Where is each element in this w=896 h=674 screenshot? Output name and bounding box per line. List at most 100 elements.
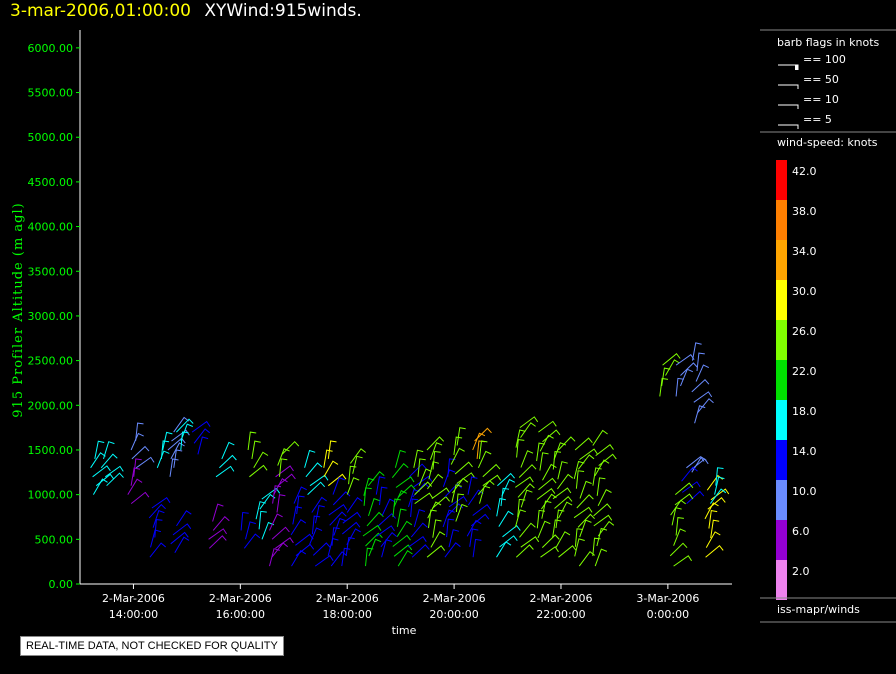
wind-barb [311, 496, 327, 513]
wind-profile [413, 449, 434, 505]
wind-barb [593, 503, 612, 517]
wind-barb [594, 459, 610, 476]
x-tick-date: 2-Mar-2006 [316, 592, 379, 605]
wind-profile [450, 427, 476, 522]
wind-barb [426, 473, 444, 490]
wind-profile [681, 466, 705, 504]
barb-flag-icon [795, 65, 798, 70]
wind-barb [349, 448, 367, 464]
wind-barb [103, 441, 115, 460]
speed-scale-label: 42.0 [792, 165, 817, 178]
wind-barb [474, 427, 492, 442]
speed-color-swatch [776, 400, 787, 440]
wind-barb [345, 537, 355, 556]
x-tick-time: 18:00:00 [323, 608, 372, 621]
wind-barb [477, 450, 492, 469]
wind-barb [675, 517, 684, 536]
speed-color-swatch [776, 160, 787, 200]
wind-barb [379, 486, 388, 506]
wind-barb [329, 511, 347, 526]
wind-barb [396, 508, 407, 527]
speed-scale-label: 26.0 [792, 325, 817, 338]
barb-legend-icon [778, 104, 799, 109]
wind-barb [515, 544, 534, 558]
wind-profile [100, 441, 124, 487]
wind-barb [442, 509, 455, 528]
wind-barb [597, 489, 612, 507]
wind-barb [100, 453, 118, 469]
wind-barb [442, 469, 456, 487]
wind-barb [539, 452, 549, 471]
wind-barb [377, 513, 396, 527]
speed-scale-label: 34.0 [792, 245, 817, 258]
wind-barb [160, 440, 170, 459]
wind-barb [455, 503, 468, 522]
barb-legend-label: == 50 [803, 73, 839, 86]
x-tick-time: 16:00:00 [216, 608, 265, 621]
wind-barb [127, 478, 143, 495]
wind-barb [381, 498, 396, 516]
wind-barb [574, 528, 584, 547]
x-axis-label: time [392, 624, 417, 637]
wind-barb [432, 450, 441, 470]
wind-barb [673, 555, 693, 567]
wind-barb [215, 465, 235, 478]
wind-barb [707, 496, 726, 510]
wind-barb [675, 377, 684, 397]
wind-barb [690, 458, 709, 471]
wind-barb [450, 447, 465, 465]
wind-barb [258, 510, 267, 530]
wind-profile [536, 420, 561, 558]
wind-barb [331, 527, 340, 546]
wind-barb [694, 405, 706, 424]
wind-barb [410, 522, 428, 538]
wind-barb [577, 513, 595, 528]
wind-barb [516, 439, 525, 458]
wind-barb [212, 503, 224, 522]
wind-barb [193, 428, 211, 444]
wind-barb [596, 477, 606, 496]
wind-barb [365, 532, 383, 547]
wind-barb [444, 542, 461, 558]
wind-barb [665, 359, 680, 376]
chart-header: 3-mar-2006,01:00:00 XYWind:915winds. [10, 1, 362, 21]
wind-profile [208, 503, 230, 549]
wind-barb [327, 440, 337, 459]
y-tick-label: 3500.00 [28, 265, 74, 278]
wind-profile [170, 510, 192, 553]
wind-barb [557, 461, 568, 480]
wind-barb [429, 442, 443, 460]
wind-barb [573, 460, 585, 480]
wind-barb [558, 501, 573, 519]
wind-barb [579, 480, 592, 499]
speed-scale-label: 22.0 [792, 365, 817, 378]
wind-barb [714, 476, 725, 495]
wind-barb [172, 523, 192, 536]
wind-barb [431, 487, 451, 500]
wind-barb [346, 477, 360, 495]
wind-barb [673, 528, 686, 546]
barb-legend-item: == 5 [778, 113, 832, 129]
speed-color-swatch [776, 560, 787, 600]
wind-barb [375, 476, 386, 495]
wind-profile [686, 455, 709, 473]
wind-profile [272, 465, 296, 513]
wind-barb [426, 545, 446, 558]
wind-barb [517, 483, 535, 498]
wind-barb [396, 520, 413, 537]
wind-barb [413, 475, 433, 488]
wind-barb [413, 449, 424, 468]
wind-barb [368, 538, 382, 557]
speed-color-swatch [776, 480, 787, 520]
wind-barb [92, 465, 111, 478]
wind-barb [514, 509, 526, 528]
wind-profile [659, 352, 681, 397]
wind-barb [418, 468, 432, 486]
wind-barb [669, 542, 688, 557]
wind-barb [221, 441, 235, 460]
wind-barb [333, 517, 346, 536]
wind-barb [152, 509, 165, 528]
wind-barb [681, 466, 698, 482]
wind-barb [536, 442, 545, 462]
wind-barb [393, 544, 413, 557]
